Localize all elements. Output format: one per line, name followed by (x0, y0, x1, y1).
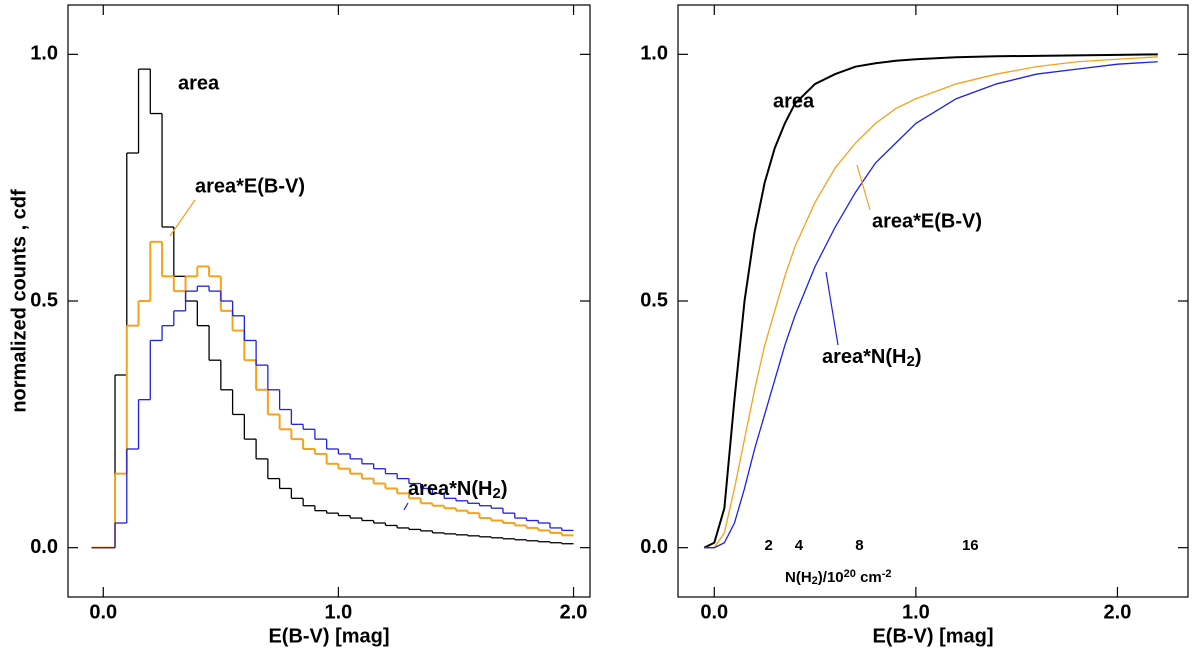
nh2-tick-label: 16 (962, 537, 979, 554)
x-tick-label: 0.0 (89, 601, 117, 623)
nh2-tick-label: 8 (855, 537, 863, 554)
nh2-tick-label: 4 (795, 537, 804, 554)
annotation-pointer (169, 199, 196, 237)
series-label-part: 2 (906, 353, 914, 370)
x-axis-label: E(B-V) [mag] (268, 625, 389, 647)
series-label: area*N(H2) (822, 346, 922, 370)
nh2-label-part: -2 (882, 568, 892, 580)
nh2-axis-label: N(H2)/1020 cm-2 (785, 568, 892, 588)
series-label: area*E(B-V) (195, 175, 305, 197)
nh2-label-part: 2 (812, 575, 818, 587)
nh2-label-part: 20 (844, 568, 856, 580)
annotation-pointer (825, 271, 839, 346)
cdf-line (704, 61, 1158, 549)
annotation-pointer (403, 502, 409, 511)
x-tick-label: 0.0 (700, 601, 728, 623)
series-label-part: ) (915, 346, 922, 368)
y-tick-label: 0.5 (640, 289, 668, 311)
x-tick-label: 2.0 (560, 601, 588, 623)
cdf-line (703, 53, 1158, 549)
series-label-part: area*N(H (408, 478, 492, 500)
y-tick-label: 1.0 (640, 43, 668, 65)
cdf-line (704, 56, 1158, 549)
y-tick-label: 1.0 (30, 43, 58, 65)
x-axis-label: E(B-V) [mag] (872, 625, 993, 647)
series-label: area*E(B-V) (872, 210, 982, 232)
annotation-pointer (856, 164, 871, 211)
y-tick-label: 0.0 (640, 536, 668, 558)
y-axis-label: normalized counts , cdf (8, 189, 30, 413)
nh2-label-part: )/10 (818, 569, 844, 586)
series-label-part: ) (501, 478, 508, 500)
plot-frame (677, 4, 1189, 598)
series-label: area (773, 90, 815, 112)
y-tick-label: 0.5 (30, 289, 58, 311)
nh2-tick-label: 2 (765, 537, 773, 554)
series-label-part: 2 (492, 485, 500, 502)
nh2-label-part: N(H (785, 569, 812, 586)
x-tick-label: 2.0 (1104, 601, 1132, 623)
x-tick-label: 1.0 (324, 601, 352, 623)
y-tick-label: 0.0 (30, 536, 58, 558)
series-label-part: area*N(H (822, 346, 906, 368)
series-label: area*N(H2) (408, 478, 508, 502)
nh2-label-part: cm (856, 569, 882, 586)
series-label: area (178, 72, 220, 94)
x-tick-label: 1.0 (902, 601, 930, 623)
